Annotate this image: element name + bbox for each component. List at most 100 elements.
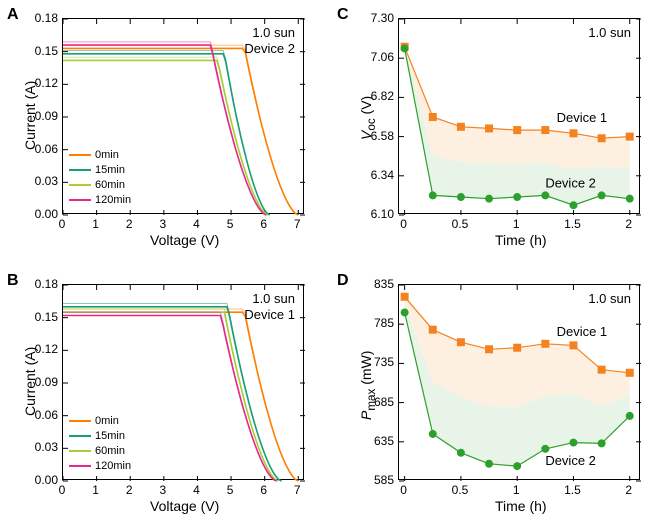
ytick-label: 835	[358, 277, 394, 291]
ytick-label: 0.09	[22, 109, 58, 123]
ytick-label: 585	[358, 473, 394, 487]
legend-swatch	[69, 435, 91, 437]
legend-label: 60min	[95, 179, 125, 191]
svg-text:Device 1: Device 1	[557, 110, 608, 125]
xtick-label: 1.5	[562, 217, 582, 231]
legend-swatch	[69, 450, 91, 452]
xtick-label: 4	[186, 217, 206, 231]
ytick-label: 6.10	[358, 207, 394, 221]
legend-entry: 120min	[69, 192, 131, 207]
xtick-label: 5	[220, 217, 240, 231]
legend-swatch	[69, 169, 91, 171]
xtick-label: 7	[287, 483, 307, 497]
xtick-label: 1	[506, 483, 526, 497]
ytick-label: 735	[358, 355, 394, 369]
legend-entry: 120min	[69, 458, 131, 473]
ytick-label: 785	[358, 316, 394, 330]
xtick-label: 3	[153, 483, 173, 497]
xtick-label: 4	[186, 483, 206, 497]
annot-device-b: Device 1	[244, 307, 295, 322]
legend-label: 60min	[95, 445, 125, 457]
figure-root: A 1.0 sun Device 2 0min15min60min120min …	[0, 0, 660, 532]
annot-sun-d: 1.0 sun	[588, 291, 631, 306]
legend-entry: 0min	[69, 413, 131, 428]
xtick-label: 0	[394, 217, 414, 231]
legend-swatch	[69, 199, 91, 201]
xtick-label: 7	[287, 217, 307, 231]
xtick-label: 3	[153, 217, 173, 231]
legend-label: 15min	[95, 164, 125, 176]
plot-d-svg: Device 1 Device 2	[399, 285, 641, 481]
ytick-label: 7.06	[358, 50, 394, 64]
plot-d: Device 1 Device 2 1.0 sun	[398, 284, 640, 480]
xtick-label: 0.5	[450, 483, 470, 497]
ytick-label: 0.06	[22, 142, 58, 156]
legend-swatch	[69, 154, 91, 156]
plot-c-svg: Device 1 Device 2	[399, 19, 641, 215]
ytick-label: 0.12	[22, 76, 58, 90]
xtick-label: 2	[619, 483, 639, 497]
ytick-label: 0.15	[22, 310, 58, 324]
ytick-label: 0.03	[22, 440, 58, 454]
svg-text:Device 2: Device 2	[545, 453, 596, 468]
annot-sun-b: 1.0 sun	[252, 291, 295, 306]
panel-label-a: A	[7, 6, 19, 24]
ytick-label: 0.00	[22, 207, 58, 221]
panel-label-b: B	[7, 272, 19, 290]
xlabel-a: Voltage (V)	[150, 232, 219, 248]
legend-swatch	[69, 184, 91, 186]
annot-device-a: Device 2	[244, 41, 295, 56]
legend-a: 0min 15min 60min120min	[69, 147, 131, 207]
xtick-label: 6	[254, 217, 274, 231]
legend-label: 0min	[95, 415, 119, 427]
xlabel-b: Voltage (V)	[150, 498, 219, 514]
xlabel-d: Time (h)	[495, 498, 547, 514]
ytick-label: 0.18	[22, 277, 58, 291]
xtick-label: 5	[220, 483, 240, 497]
svg-text:Device 1: Device 1	[557, 324, 608, 339]
legend-entry: 15min	[69, 428, 131, 443]
xlabel-c: Time (h)	[495, 232, 547, 248]
xtick-label: 2	[119, 217, 139, 231]
legend-label: 15min	[95, 430, 125, 442]
annot-sun-a: 1.0 sun	[252, 25, 295, 40]
xtick-label: 1	[86, 217, 106, 231]
legend-entry: 0min	[69, 147, 131, 162]
panel-label-d: D	[337, 272, 349, 290]
ytick-label: 0.12	[22, 342, 58, 356]
xtick-label: 0	[394, 483, 414, 497]
plot-c: Device 1 Device 2 1.0 sun	[398, 18, 640, 214]
xtick-label: 2	[619, 217, 639, 231]
legend-label: 0min	[95, 149, 119, 161]
ytick-label: 0.09	[22, 375, 58, 389]
ytick-label: 0.06	[22, 408, 58, 422]
ytick-label: 6.58	[358, 129, 394, 143]
legend-swatch	[69, 420, 91, 422]
ytick-label: 7.30	[358, 11, 394, 25]
legend-b: 0min 15min 60min 120min	[69, 413, 131, 473]
panel-label-c: C	[337, 6, 349, 24]
legend-label: 120min	[95, 460, 131, 472]
xtick-label: 1	[506, 217, 526, 231]
xtick-label: 1.5	[562, 483, 582, 497]
ytick-label: 6.82	[358, 89, 394, 103]
ytick-label: 0.00	[22, 473, 58, 487]
legend-entry: 15min	[69, 162, 131, 177]
xtick-label: 0.5	[450, 217, 470, 231]
ytick-label: 0.18	[22, 11, 58, 25]
ytick-label: 685	[358, 395, 394, 409]
annot-sun-c: 1.0 sun	[588, 25, 631, 40]
xtick-label: 6	[254, 483, 274, 497]
plot-b: 1.0 sun Device 1 0min 15min 60min 120min	[62, 284, 304, 480]
xtick-label: 1	[86, 483, 106, 497]
xtick-label: 2	[119, 483, 139, 497]
ytick-label: 635	[358, 434, 394, 448]
legend-swatch	[69, 465, 91, 467]
ytick-label: 6.34	[358, 168, 394, 182]
ytick-label: 0.03	[22, 174, 58, 188]
svg-text:Device 2: Device 2	[545, 175, 596, 190]
plot-a: 1.0 sun Device 2 0min 15min 60min120min	[62, 18, 304, 214]
ytick-label: 0.15	[22, 44, 58, 58]
legend-entry: 60min	[69, 177, 131, 192]
legend-entry: 60min	[69, 443, 131, 458]
